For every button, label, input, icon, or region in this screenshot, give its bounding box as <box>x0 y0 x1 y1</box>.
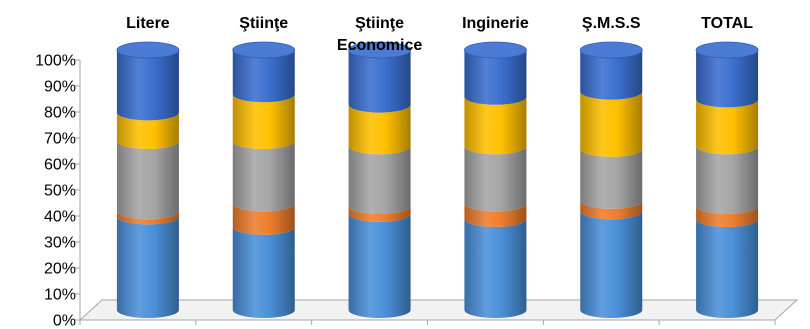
y-tick-label: 70% <box>44 131 76 148</box>
bar-top-cap <box>348 41 411 59</box>
chart-floor <box>78 299 799 321</box>
category-label: Ş.M.S.S <box>582 15 641 32</box>
bar-segment <box>580 148 643 209</box>
bar-segment <box>348 213 411 318</box>
bar-segment <box>232 203 295 235</box>
bar-segment <box>116 216 179 318</box>
bar-top-cap <box>579 41 643 59</box>
bar-segment <box>464 203 527 227</box>
bar-segment <box>232 50 295 103</box>
bar-top-cap <box>464 41 527 59</box>
bar-segment <box>696 99 759 155</box>
y-tick-label: 50% <box>44 183 76 200</box>
bar-segment <box>580 50 643 100</box>
category-label: Inginerie <box>462 15 529 32</box>
bar-segment <box>696 219 759 318</box>
bar-top-cap <box>116 41 180 59</box>
bar-segment <box>696 146 759 214</box>
bar-top-cap <box>232 41 296 59</box>
bar-segment <box>580 200 643 220</box>
bar-segment <box>464 96 527 155</box>
y-tick-label: 40% <box>44 209 76 226</box>
bar-segment <box>464 50 527 105</box>
bar-segment <box>116 141 179 220</box>
y-tick-label: 100% <box>35 53 76 70</box>
category-label: Ştiinţe <box>355 15 404 32</box>
bar-segment <box>580 211 643 318</box>
y-tick-label: 20% <box>44 261 76 278</box>
bar-segment <box>348 50 411 113</box>
y-tick-label: 90% <box>44 79 76 96</box>
bar-segment <box>232 94 295 149</box>
y-tick-label: 80% <box>44 105 76 122</box>
y-tick-label: 60% <box>44 157 76 174</box>
bar-top-cap <box>695 41 759 59</box>
category-label: TOTAL <box>701 15 753 32</box>
bar-segment <box>348 104 411 155</box>
bar-segment <box>696 206 759 227</box>
bar-segment <box>116 50 179 121</box>
bar-segment <box>464 219 527 318</box>
bar-segment <box>580 91 643 157</box>
bar-segment <box>348 146 411 214</box>
y-tick-label: 10% <box>44 287 76 304</box>
bar-segment <box>116 112 179 149</box>
category-label: Litere <box>126 15 170 32</box>
y-tick-label: 30% <box>44 235 76 252</box>
category-label: Ştiinţe <box>239 15 288 32</box>
bar-segment <box>348 206 411 222</box>
bar-segment <box>232 226 295 318</box>
bar-segment <box>696 50 759 108</box>
bar-segment <box>232 141 295 212</box>
y-tick-label: 0% <box>53 313 76 329</box>
bar-segment <box>116 211 179 225</box>
bar-segment <box>464 146 527 212</box>
category-label: Economice <box>337 37 422 54</box>
